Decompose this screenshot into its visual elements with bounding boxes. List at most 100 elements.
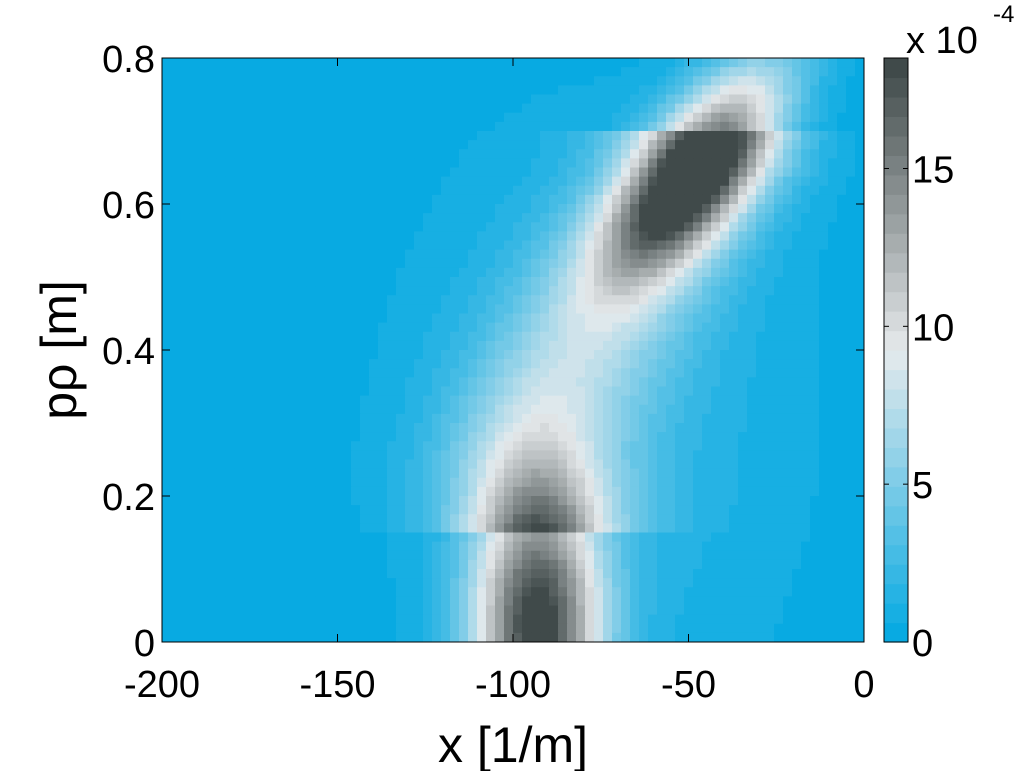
heatmap-cell [531,496,541,506]
heatmap-cell [765,113,775,123]
heatmap-cell [693,304,703,314]
heatmap-cell [423,277,433,287]
heatmap-cell [234,58,244,68]
heatmap-cell [693,295,703,305]
heatmap-cell [675,469,685,479]
heatmap-cell [441,277,451,287]
heatmap-cell [270,405,280,415]
heatmap-cell [702,569,712,579]
heatmap-cell [297,304,307,314]
heatmap-cell [261,450,271,460]
heatmap-cell [585,158,595,168]
heatmap-cell [189,131,199,141]
heatmap-cell [225,341,235,351]
heatmap-cell [486,314,496,324]
heatmap-cell [171,149,181,159]
heatmap-cell [657,95,667,105]
heatmap-cell [477,122,487,132]
heatmap-cell [450,277,460,287]
heatmap-cell [396,58,406,68]
heatmap-cell [711,268,721,278]
heatmap-cell [810,633,820,643]
heatmap-cell [540,578,550,588]
heatmap-cell [477,323,487,333]
heatmap-cell [225,615,235,625]
heatmap-cell [360,414,370,424]
heatmap-cell [522,332,532,342]
heatmap-cell [540,113,550,123]
heatmap-cell [207,405,217,415]
heatmap-cell [837,58,847,68]
heatmap-cell [351,241,361,251]
heatmap-cell [162,423,172,433]
heatmap-cell [702,113,712,123]
heatmap-cell [756,168,766,178]
heatmap-cell [720,286,730,296]
heatmap-cell [612,213,622,223]
heatmap-cell [351,177,361,187]
heatmap-cell [675,213,685,223]
heatmap-cell [792,268,802,278]
heatmap-cell [495,332,505,342]
heatmap-cell [324,487,334,497]
heatmap-cell [180,441,190,451]
heatmap-cell [189,569,199,579]
heatmap-cell [333,131,343,141]
heatmap-cell [207,596,217,606]
heatmap-cell [540,177,550,187]
heatmap-cell [414,95,424,105]
heatmap-cell [819,587,829,597]
heatmap-cell [549,113,559,123]
heatmap-cell [360,204,370,214]
heatmap-cell [738,542,748,552]
heatmap-cell [441,423,451,433]
heatmap-cell [342,350,352,360]
heatmap-cell [351,113,361,123]
heatmap-cell [468,113,478,123]
heatmap-cell [171,341,181,351]
heatmap-cell [405,222,415,232]
heatmap-cell [846,542,856,552]
heatmap-cell [657,295,667,305]
heatmap-cell [387,514,397,524]
heatmap-cell [216,542,226,552]
heatmap-cell [567,542,577,552]
heatmap-cell [612,514,622,524]
heatmap-cell [459,368,469,378]
heatmap-cell [585,533,595,543]
heatmap-cell [216,359,226,369]
heatmap-cell [675,368,685,378]
heatmap-cell [666,168,676,178]
heatmap-cell [729,76,739,86]
heatmap-cell [648,140,658,150]
heatmap-cell [666,140,676,150]
heatmap-cell [792,222,802,232]
heatmap-cell [459,615,469,625]
heatmap-cell [369,222,379,232]
heatmap-cell [261,596,271,606]
heatmap-cell [252,441,262,451]
heatmap-cell [486,578,496,588]
heatmap-cell [423,359,433,369]
heatmap-cell [459,523,469,533]
heatmap-cell [810,177,820,187]
heatmap-cell [531,569,541,579]
heatmap-cell [504,569,514,579]
heatmap-cell [423,405,433,415]
heatmap-cell [396,104,406,114]
heatmap-cell [522,560,532,570]
heatmap-cell [765,323,775,333]
heatmap-cell [846,569,856,579]
heatmap-cell [783,177,793,187]
heatmap-cell [684,277,694,287]
heatmap-cell [252,222,262,232]
heatmap-cell [783,213,793,223]
heatmap-cell [216,596,226,606]
heatmap-cell [567,633,577,643]
heatmap-cell [342,186,352,196]
heatmap-cell [270,140,280,150]
heatmap-cell [252,76,262,86]
heatmap-cell [225,432,235,442]
heatmap-cell [648,268,658,278]
heatmap-cell [783,450,793,460]
